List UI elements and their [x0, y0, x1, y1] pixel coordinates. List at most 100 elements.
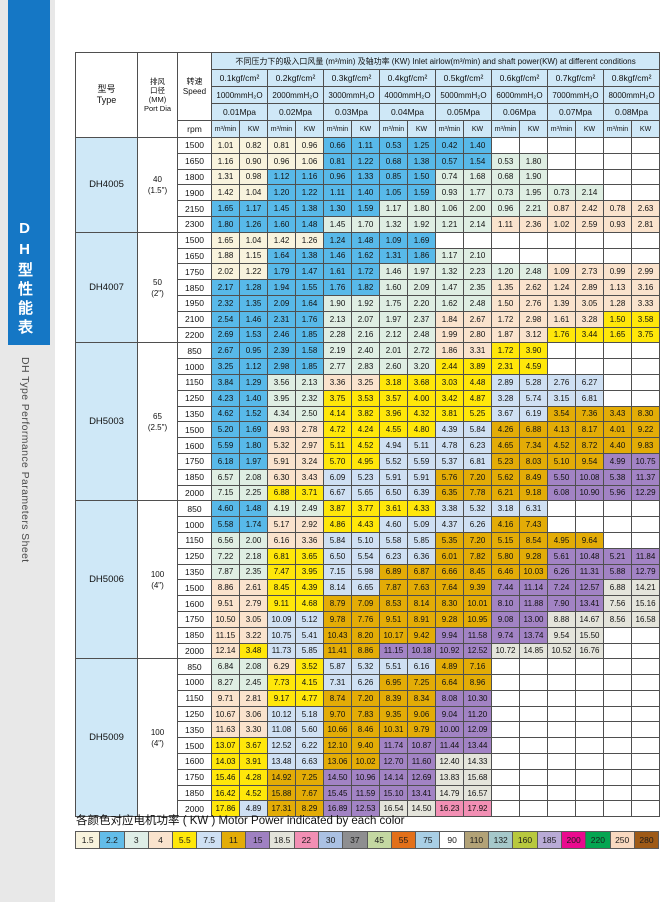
data-cell: 12.09 [463, 721, 492, 739]
data-cell: 4.43 [351, 516, 380, 533]
data-cell: 10.03 [519, 563, 548, 581]
speed-cell: 1150 [177, 689, 212, 707]
data-cell: 8.08 [435, 689, 464, 707]
data-cell: 1.54 [463, 152, 492, 170]
data-cell [547, 784, 576, 802]
data-cell: 2.99 [630, 263, 661, 281]
data-cell: 14.79 [435, 784, 464, 802]
speed-cell: 1000 [177, 516, 212, 533]
data-cell: 14.67 [575, 610, 604, 628]
data-cell: 2.01 [379, 342, 408, 360]
data-cell: 3.28 [491, 389, 520, 407]
speed-cell: 1500 [177, 231, 212, 249]
table-row: 1850 11.15 3.22 10.75 5.41 10.43 8.20 10.17 9.42… [76, 626, 661, 644]
data-cell: 9.39 [463, 579, 492, 597]
data-cell [547, 247, 576, 265]
table-row: 1600 5.59 1.80 5.32 2.97 5.11 4.52 4.94 5.11 4.78… [76, 437, 661, 454]
data-cell: 1.92 [407, 215, 436, 233]
data-cell: 4.24 [351, 421, 380, 439]
speed-cell: 1000 [177, 674, 212, 691]
data-cell: 2.09 [407, 279, 436, 296]
data-cell: 11.37 [630, 468, 661, 486]
data-cell: 2.25 [239, 484, 268, 502]
data-cell: 1.46 [239, 310, 268, 328]
data-cell: 5.28 [519, 373, 548, 391]
data-cell: 5.58 [211, 516, 240, 533]
data-cell [519, 800, 548, 818]
data-cell: 2.76 [547, 373, 576, 391]
data-cell: 10.43 [323, 626, 352, 644]
header-row-kgf: 0.1kgf/cm² 0.2kgf/cm² 0.3kgf/cm² 0.4kgf/cm²… [76, 69, 661, 87]
header-pressure-mmh2o: 1000mmH₂O [211, 86, 268, 104]
data-cell: 6.88 [519, 421, 548, 439]
table-body: DH4005 40 (1.5") 1500 1.01 0.82 0.81 0.96 0.66 1… [75, 137, 661, 818]
data-cell [630, 658, 661, 676]
data-cell [575, 800, 604, 818]
data-cell [519, 705, 548, 723]
data-cell [603, 658, 632, 676]
data-cell: 7.67 [295, 784, 324, 802]
data-cell: 0.57 [435, 152, 464, 170]
speed-cell: 1600 [177, 437, 212, 454]
data-cell: 9.94 [435, 626, 464, 644]
data-cell: 11.63 [211, 721, 240, 739]
data-cell: 8.14 [407, 595, 436, 612]
data-cell: 1.16 [295, 168, 324, 186]
data-cell: 4.99 [603, 452, 632, 470]
data-cell: 14.33 [463, 753, 492, 770]
data-cell: 5.50 [547, 468, 576, 486]
data-cell: 9.35 [379, 705, 408, 723]
data-cell: 9.64 [575, 531, 604, 549]
data-cell: 3.44 [575, 326, 604, 344]
data-cell [519, 753, 548, 770]
data-cell: 4.01 [603, 421, 632, 439]
data-cell: 2.63 [630, 200, 661, 217]
header-unit: m³/min [603, 120, 632, 138]
data-cell [630, 137, 661, 154]
data-cell: 1.48 [239, 500, 268, 518]
data-cell: 3.20 [407, 358, 436, 375]
table-row: 1900 1.42 1.04 1.20 1.22 1.11 1.40 1.05 1.59 0.93… [76, 184, 661, 202]
data-cell: 5.85 [295, 642, 324, 660]
data-cell: 7.73 [267, 674, 296, 691]
data-cell: 1.59 [351, 200, 380, 217]
data-cell: 7.87 [379, 579, 408, 597]
data-cell: 2.62 [519, 279, 548, 296]
data-cell: 16.76 [575, 642, 604, 660]
header-unit: KW [351, 120, 380, 138]
table-row: 1150 3.84 1.29 3.56 2.13 3.36 3.25 3.18 3.68 3.03… [76, 373, 661, 391]
data-cell: 1.59 [407, 184, 436, 202]
legend-swatch: 2.2 [99, 831, 125, 849]
data-cell: 0.96 [267, 152, 296, 170]
data-cell: 6.08 [547, 484, 576, 502]
port-cell: 40 (1.5") [137, 137, 178, 233]
data-cell: 7.16 [463, 658, 492, 676]
data-cell [519, 137, 548, 154]
data-cell: 1.76 [323, 279, 352, 296]
data-cell [547, 231, 576, 249]
data-cell: 7.24 [547, 579, 576, 597]
data-cell: 0.68 [491, 168, 520, 186]
data-cell: 10.09 [267, 610, 296, 628]
data-cell: 5.23 [491, 452, 520, 470]
model-cell: DH4005 [75, 137, 138, 233]
data-cell: 8.10 [491, 595, 520, 612]
data-cell [603, 705, 632, 723]
data-cell: 8.17 [575, 421, 604, 439]
data-cell: 5.62 [491, 468, 520, 486]
data-cell: 11.73 [267, 642, 296, 660]
table-row: 1350 7.87 2.35 7.47 3.95 7.15 5.98 6.89 6.87 6.66… [76, 563, 661, 581]
data-cell: 5.84 [323, 531, 352, 549]
data-cell: 1.32 [379, 215, 408, 233]
data-cell: 6.26 [463, 516, 492, 533]
data-cell [630, 247, 661, 265]
data-cell: 9.74 [491, 626, 520, 644]
speed-cell: 2300 [177, 215, 212, 233]
table-row: 1000 8.27 2.45 7.73 4.15 7.31 6.26 6.95 7.25 6.64… [76, 674, 661, 691]
data-cell: 2.72 [407, 342, 436, 360]
data-cell: 1.82 [351, 279, 380, 296]
data-cell: 6.57 [211, 468, 240, 486]
data-cell: 1.22 [295, 184, 324, 202]
data-cell: 10.90 [575, 484, 604, 502]
speed-cell: 1350 [177, 721, 212, 739]
